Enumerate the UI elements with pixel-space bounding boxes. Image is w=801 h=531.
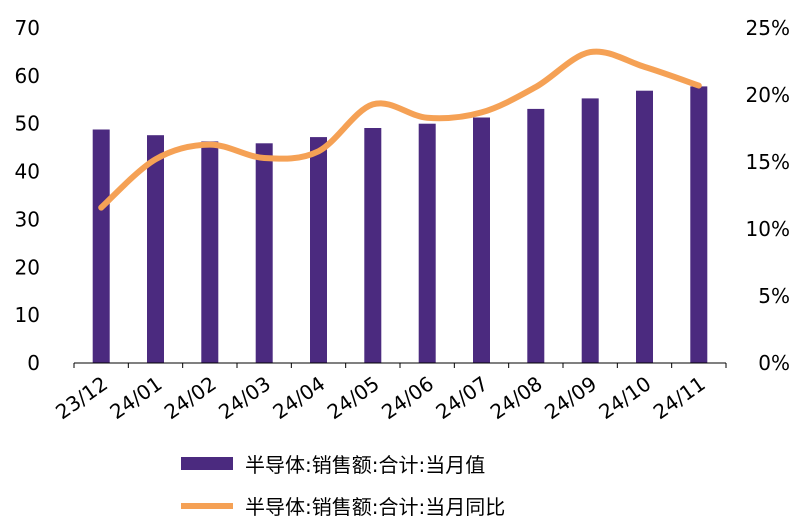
- x-tick-label: 24/05: [323, 371, 384, 424]
- bar: [201, 141, 219, 363]
- y-left-tick-labels: 0 10 20 30 40 50 60 70: [15, 16, 40, 375]
- y-left-tick-label: 60: [15, 64, 40, 88]
- y-left-tick-label: 40: [15, 160, 40, 184]
- legend-bar-label: 半导体:销售额:合计:当月值: [245, 453, 485, 477]
- y-left-tick-label: 10: [15, 303, 40, 327]
- y-right-tick-label: 25%: [746, 16, 790, 40]
- y-right-tick-labels: 0% 5% 10% 15% 20% 25%: [746, 16, 790, 375]
- bar: [364, 128, 382, 363]
- x-tick-label: 24/03: [214, 371, 275, 424]
- bar: [473, 117, 490, 363]
- legend-bar-swatch: [181, 457, 233, 470]
- x-tick-labels: 23/1224/0124/0224/0324/0424/0524/0624/07…: [51, 371, 710, 424]
- bar-series: [92, 86, 708, 364]
- bar: [310, 137, 327, 363]
- legend: 半导体:销售额:合计:当月值 半导体:销售额:合计:当月同比: [181, 453, 505, 519]
- bar: [527, 108, 545, 364]
- y-left-tick-label: 30: [15, 207, 40, 231]
- line-series-yoy: [98, 48, 702, 211]
- x-tick-label: 23/12: [51, 371, 112, 424]
- y-left-tick-label: 50: [15, 112, 40, 136]
- y-right-tick-label: 5%: [758, 284, 790, 308]
- y-right-tick-label: 0%: [758, 351, 790, 375]
- bar: [418, 123, 436, 363]
- x-tick-label: 24/10: [594, 371, 655, 424]
- bar: [581, 98, 599, 364]
- y-right-tick-label: 20%: [746, 83, 790, 107]
- y-left-tick-label: 20: [15, 255, 40, 279]
- y-right-tick-label: 15%: [746, 150, 790, 174]
- bar: [92, 129, 110, 363]
- x-tick-label: 24/02: [160, 371, 221, 424]
- y-left-tick-label: 0: [27, 351, 40, 375]
- x-tick-label: 24/08: [486, 371, 547, 424]
- x-tick-marks: [73, 363, 727, 368]
- x-tick-label: 24/09: [540, 371, 601, 424]
- x-tick-label: 24/07: [431, 371, 492, 424]
- legend-line-label: 半导体:销售额:合计:当月同比: [245, 495, 505, 519]
- bar: [636, 90, 653, 363]
- y-left-tick-label: 70: [15, 16, 40, 40]
- bar: [690, 86, 708, 364]
- x-tick-label: 24/04: [268, 371, 329, 424]
- x-tick-label: 24/06: [377, 371, 438, 424]
- y-right-tick-label: 10%: [746, 217, 790, 241]
- bar: [255, 143, 273, 363]
- bar: [147, 135, 164, 363]
- x-tick-label: 24/11: [649, 371, 710, 424]
- x-tick-label: 24/01: [105, 371, 166, 424]
